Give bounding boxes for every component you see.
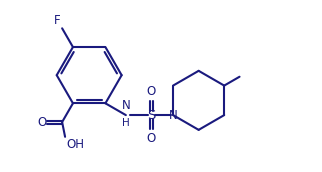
Text: O: O: [37, 116, 46, 128]
Text: O: O: [147, 132, 156, 145]
Text: OH: OH: [66, 138, 84, 151]
Text: F: F: [53, 14, 60, 27]
Text: H: H: [122, 118, 130, 128]
Text: S: S: [147, 109, 156, 122]
Text: O: O: [147, 85, 156, 98]
Text: N: N: [121, 99, 130, 112]
Text: N: N: [169, 109, 177, 122]
